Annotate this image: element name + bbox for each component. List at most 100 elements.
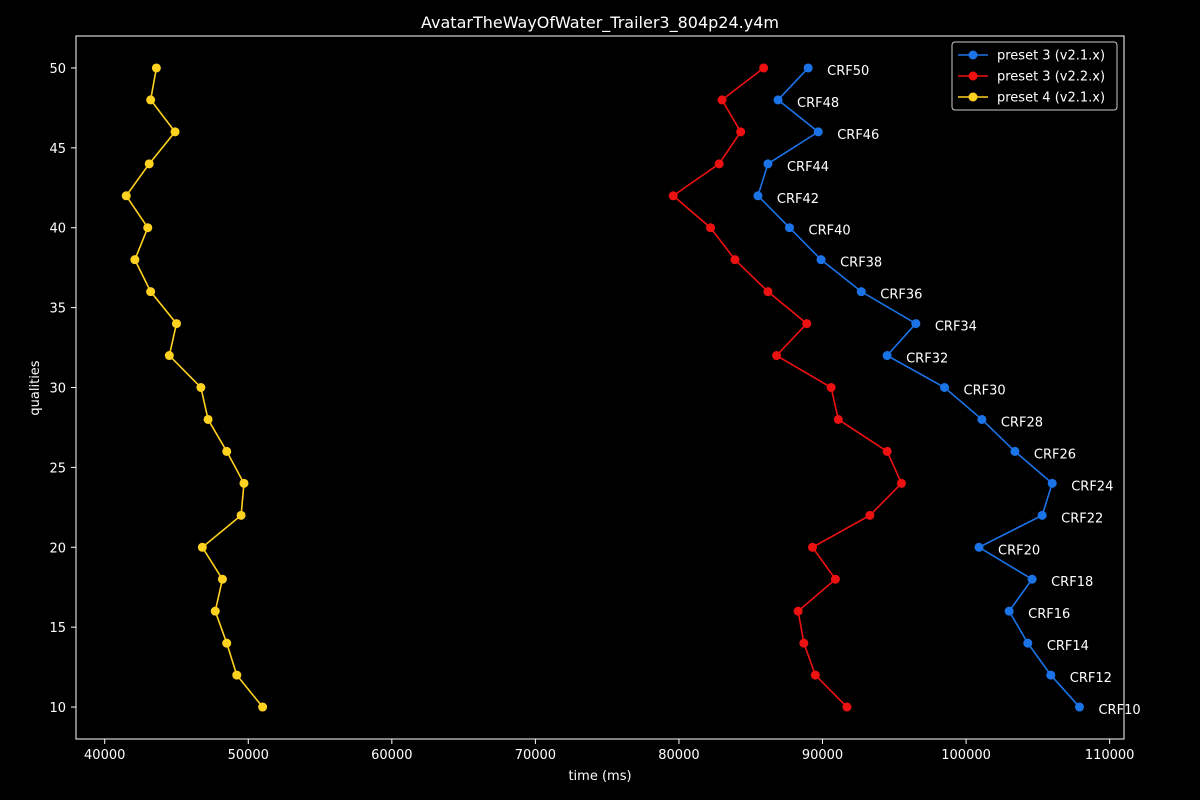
data-point [813, 127, 823, 137]
data-point [882, 351, 892, 361]
point-labels: CRF50 CRF48 CRF46 CRF44 CRF42 CRF40 CRF38 CRF36… [777, 64, 1141, 718]
data-point [210, 606, 220, 616]
data-point [170, 127, 180, 137]
data-point [1010, 446, 1020, 456]
legend: preset 3 (v2.1.x) preset 3 (v2.2.x) preset… [951, 41, 1118, 111]
x-axis: 40000 50000 60000 70000 80000 90000 100000 1100… [84, 739, 1134, 763]
data-point [151, 63, 161, 73]
series-layer [121, 63, 1084, 712]
point-label: CRF28 [1001, 415, 1043, 430]
data-point [896, 478, 906, 488]
point-label: CRF14 [1047, 639, 1089, 654]
point-label: CRF16 [1028, 607, 1070, 622]
data-point [772, 351, 782, 361]
plot-area: 40000 50000 60000 70000 80000 90000 100000 1100… [49, 35, 1141, 763]
data-point [197, 542, 207, 552]
x-tick-label: 70000 [515, 748, 556, 763]
legend-label: preset 3 (v2.2.x) [997, 70, 1105, 85]
data-point [143, 223, 153, 233]
legend-label: preset 3 (v2.1.x) [997, 49, 1105, 64]
data-point [940, 383, 950, 392]
data-point [146, 95, 156, 105]
data-point [171, 319, 181, 329]
x-tick-label: 50000 [228, 748, 269, 763]
point-label: CRF30 [964, 384, 1006, 399]
point-label: CRF26 [1034, 447, 1076, 462]
point-label: CRF46 [837, 128, 879, 143]
point-label: CRF10 [1098, 703, 1140, 718]
data-point [714, 159, 724, 169]
data-point [1037, 510, 1047, 520]
series-1 [753, 63, 1084, 712]
legend-frame [951, 41, 1118, 111]
data-point [222, 638, 232, 648]
data-point [196, 383, 206, 392]
data-point [1047, 478, 1057, 488]
data-point [826, 383, 836, 392]
y-axis: 10 15 20 25 30 35 40 45 50 [49, 62, 76, 716]
data-point [803, 63, 813, 73]
data-point [807, 542, 817, 552]
data-point [1027, 574, 1037, 584]
data-point [816, 255, 826, 265]
data-point [763, 287, 773, 297]
data-point [236, 510, 246, 520]
data-point [239, 478, 249, 488]
data-point [799, 638, 809, 648]
data-point [203, 414, 213, 424]
data-point [706, 223, 716, 233]
legend-swatch-marker [968, 71, 978, 81]
data-point [258, 702, 268, 712]
x-tick-label: 100000 [941, 748, 991, 763]
data-point [222, 446, 232, 456]
data-point [730, 255, 740, 265]
data-point [232, 670, 242, 680]
point-label: CRF24 [1071, 479, 1113, 494]
plot-frame [75, 35, 1125, 740]
series-3 [121, 63, 268, 712]
data-point [217, 574, 227, 584]
x-tick-label: 40000 [84, 748, 125, 763]
data-point [1004, 606, 1014, 616]
data-point [736, 127, 746, 137]
data-point [882, 446, 892, 456]
data-point [833, 414, 843, 424]
data-point [911, 319, 921, 329]
point-label: CRF32 [906, 352, 948, 367]
point-label: CRF34 [935, 320, 977, 335]
data-point [793, 606, 803, 616]
data-point [759, 63, 769, 73]
x-tick-label: 60000 [371, 748, 412, 763]
data-point [146, 287, 156, 297]
point-label: CRF18 [1051, 575, 1093, 590]
data-point [717, 95, 727, 105]
y-tick-label: 35 [49, 302, 66, 317]
y-tick-label: 25 [49, 461, 66, 476]
y-tick-label: 10 [49, 701, 66, 716]
point-label: CRF42 [777, 192, 819, 207]
data-point [977, 414, 987, 424]
data-point [1074, 702, 1084, 712]
y-tick-label: 15 [49, 621, 66, 636]
x-tick-label: 90000 [802, 748, 843, 763]
point-label: CRF20 [998, 543, 1040, 558]
series-2 [668, 63, 906, 712]
data-point [668, 191, 678, 201]
point-label: CRF44 [787, 160, 829, 175]
y-tick-label: 30 [49, 382, 66, 397]
point-label: CRF50 [827, 64, 869, 79]
data-point [830, 574, 840, 584]
chart-title: AvatarTheWayOfWater_Trailer3_804p24.y4m [421, 13, 779, 33]
point-label: CRF48 [797, 96, 839, 111]
legend-swatch-marker [968, 92, 978, 102]
legend-label: preset 4 (v2.1.x) [997, 91, 1105, 106]
data-point [802, 319, 812, 329]
point-label: CRF38 [840, 256, 882, 271]
data-point [1046, 670, 1056, 680]
y-axis-label: qualities [28, 360, 43, 415]
point-label: CRF36 [880, 288, 922, 303]
data-point [856, 287, 866, 297]
data-point [753, 191, 763, 201]
data-point [974, 542, 984, 552]
